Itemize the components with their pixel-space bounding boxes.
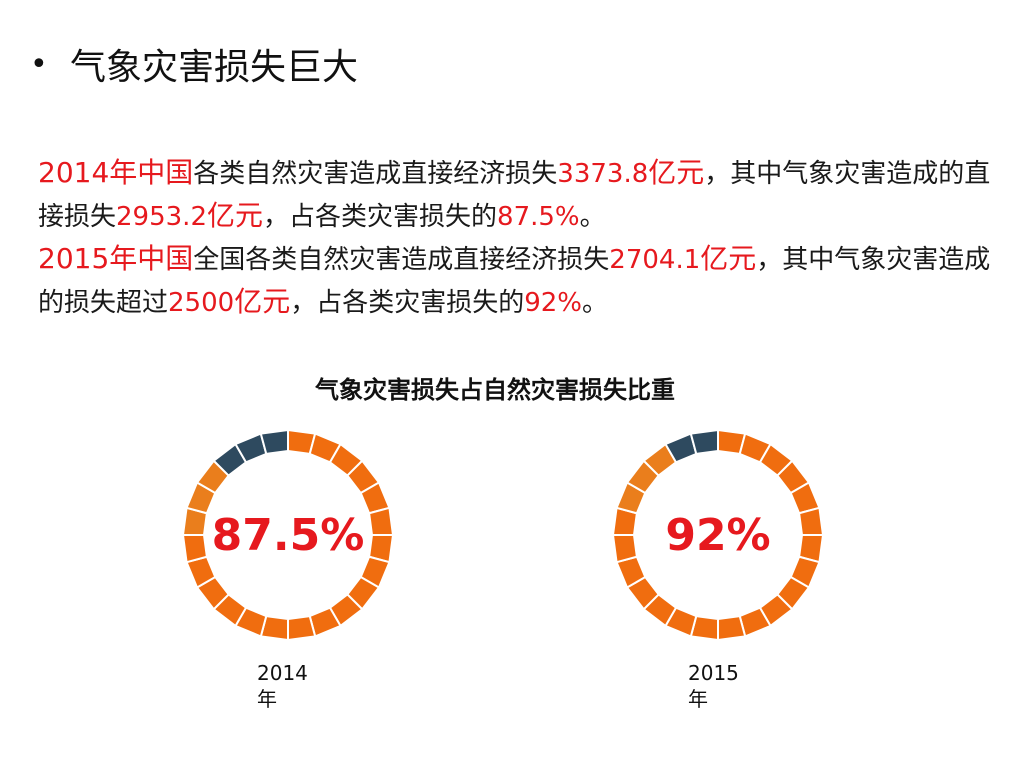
highlight-text: 2015年中国 — [38, 242, 194, 275]
meteorological-share-segment — [287, 615, 317, 641]
heading-text: 气象灾害损失巨大 — [70, 47, 359, 88]
body-text: ，其中气象灾害造成的损失超过 — [38, 245, 991, 318]
donut-chart-2014 — [182, 429, 394, 641]
highlight-text: 亿元 — [234, 285, 291, 318]
year-label-2014: 2014年 — [257, 661, 308, 711]
paragraph-2015: 2015年中国全国各类自然灾害造成直接经济损失2704.1亿元，其中气象灾害造成… — [38, 238, 998, 324]
highlight-text: 亿元 — [207, 199, 264, 232]
highlight-text: 87.5% — [497, 202, 580, 232]
body-text: 各类自然灾害造成直接经济损失 — [193, 159, 558, 189]
chart-title: 气象灾害损失占自然灾害损失比重 — [315, 376, 675, 404]
meteorological-share-segment — [717, 615, 747, 641]
donut-chart-2015 — [612, 429, 824, 641]
highlight-text: 2953.2 — [116, 202, 207, 232]
highlight-text: 2014年中国 — [38, 156, 194, 189]
year-label-2015: 2015年 — [688, 661, 739, 711]
body-text: 。 — [582, 288, 609, 318]
paragraph-2014: 2014年中国各类自然灾害造成直接经济损失3373.8亿元，其中气象灾害造成的直… — [38, 152, 998, 238]
body-text: ，其中气象灾害造成的直接损失 — [38, 159, 991, 232]
body-text: ，占各类灾害损失的 — [290, 288, 525, 318]
bullet: • — [30, 46, 48, 82]
other-disaster-segment — [259, 429, 289, 455]
highlight-text: 3373.8 — [557, 159, 649, 189]
body-text: 全国各类自然灾害造成直接经济损失 — [193, 245, 610, 275]
highlight-text: 2500 — [168, 288, 235, 318]
highlight-text: 2704.1 — [609, 245, 701, 275]
percent-label-2014: 87.5% — [211, 510, 365, 561]
percent-label-2015: 92% — [665, 510, 771, 561]
highlight-text: 亿元 — [700, 242, 757, 275]
body-text: ，占各类灾害损失的 — [263, 202, 498, 232]
highlight-text: 92% — [524, 288, 583, 318]
summary-text: 2014年中国各类自然灾害造成直接经济损失3373.8亿元，其中气象灾害造成的直… — [38, 152, 998, 324]
highlight-text: 亿元 — [648, 156, 705, 189]
slide-heading: • 气象灾害损失巨大 — [30, 38, 358, 90]
body-text: 。 — [579, 202, 606, 232]
other-disaster-segment — [689, 429, 719, 455]
